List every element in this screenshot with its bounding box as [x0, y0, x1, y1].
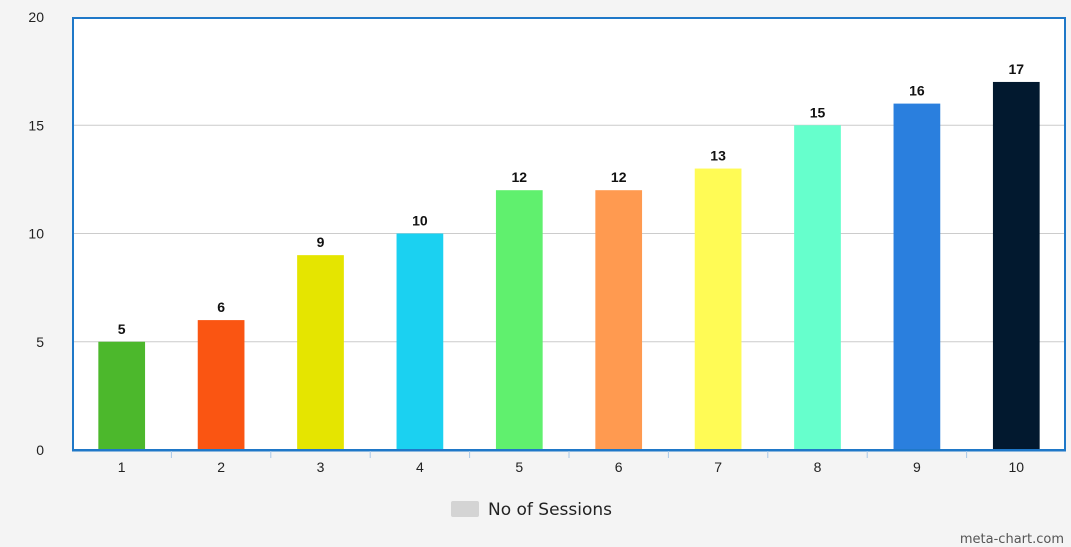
bar-3[interactable] [297, 255, 344, 450]
x-tick-label: 7 [714, 459, 722, 475]
legend[interactable]: No of Sessions [451, 500, 612, 520]
bar-6[interactable] [595, 190, 643, 450]
x-tick-label: 3 [317, 459, 325, 475]
x-tick-label: 1 [118, 459, 126, 475]
data-label-1: 5 [118, 321, 126, 337]
data-label-3: 9 [317, 234, 325, 250]
value-labels: 5 6 9 10 12 12 13 15 16 17 [118, 61, 1024, 337]
y-tick-label: 15 [28, 117, 44, 133]
y-tick-label: 0 [36, 442, 44, 458]
bar-9[interactable] [893, 103, 941, 450]
credit-text: meta-chart.com [960, 532, 1064, 547]
data-label-2: 6 [217, 299, 225, 315]
data-label-7: 13 [710, 148, 726, 164]
legend-swatch[interactable] [451, 501, 479, 517]
y-tick-label: 10 [28, 226, 44, 242]
x-tick-label: 6 [615, 459, 623, 475]
bar-1[interactable] [98, 341, 146, 450]
x-tick-label: 10 [1009, 459, 1025, 475]
y-axis-ticks: 0 5 10 15 20 [28, 9, 44, 458]
bar-2[interactable] [197, 320, 245, 450]
x-tick-label: 9 [913, 459, 921, 475]
data-label-4: 10 [412, 213, 428, 229]
x-tick-label: 2 [217, 459, 225, 475]
x-tick-label: 8 [814, 459, 822, 475]
bar-7[interactable] [694, 168, 742, 451]
data-label-9: 16 [909, 83, 925, 99]
data-label-5: 12 [512, 169, 528, 185]
x-tick-label: 5 [515, 459, 523, 475]
data-label-6: 12 [611, 169, 627, 185]
x-tick-label: 4 [416, 459, 424, 475]
bar-5[interactable] [495, 190, 543, 450]
bars [98, 81, 1040, 451]
y-tick-label: 20 [28, 9, 44, 25]
data-label-10: 17 [1009, 61, 1025, 77]
bar-10[interactable] [992, 81, 1040, 450]
y-tick-label: 5 [36, 334, 44, 350]
bar-8[interactable] [794, 125, 841, 450]
bar-4[interactable] [396, 233, 444, 451]
plot-border [72, 17, 1066, 451]
data-label-8: 15 [810, 104, 826, 120]
legend-label[interactable]: No of Sessions [488, 500, 612, 520]
